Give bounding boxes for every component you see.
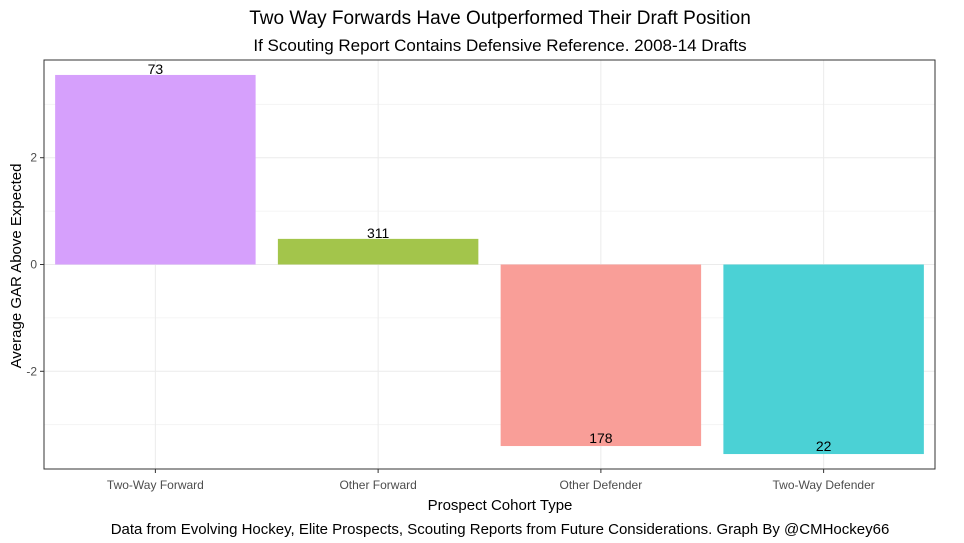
- y-axis: -2 0 2: [26, 151, 44, 378]
- x-tick-label: Two-Way Forward: [107, 478, 204, 492]
- bar-two-way-defender: [723, 264, 924, 455]
- x-tick-label: Other Defender: [560, 478, 643, 492]
- bar-other-defender: [500, 264, 702, 447]
- y-tick-label: -2: [26, 364, 37, 378]
- bar-data-label: 22: [816, 438, 832, 454]
- y-tick-label: 0: [30, 258, 37, 272]
- x-axis: Two-Way Forward Other Forward Other Defend…: [107, 469, 875, 492]
- bar-other-forward: [277, 238, 479, 265]
- chart-title: Two Way Forwards Have Outperformed Their…: [249, 8, 751, 29]
- y-axis-title: Average GAR Above Expected: [8, 164, 25, 369]
- bar-labels: 73 311 178 22: [148, 61, 832, 454]
- x-tick-label: Other Forward: [339, 478, 416, 492]
- bar-two-way-forward: [55, 74, 256, 265]
- plot-area: 73 311 178 22: [43, 59, 936, 470]
- bars: [55, 74, 924, 455]
- x-axis-title: Prospect Cohort Type: [428, 497, 573, 514]
- bar-data-label: 178: [589, 430, 613, 446]
- x-tick-label: Two-Way Defender: [772, 478, 874, 492]
- bar-data-label: 311: [367, 225, 390, 241]
- chart-caption: Data from Evolving Hockey, Elite Prospec…: [111, 521, 890, 538]
- bar-data-label: 73: [148, 61, 164, 77]
- chart-subtitle: If Scouting Report Contains Defensive Re…: [253, 36, 746, 55]
- y-tick-label: 2: [30, 151, 37, 165]
